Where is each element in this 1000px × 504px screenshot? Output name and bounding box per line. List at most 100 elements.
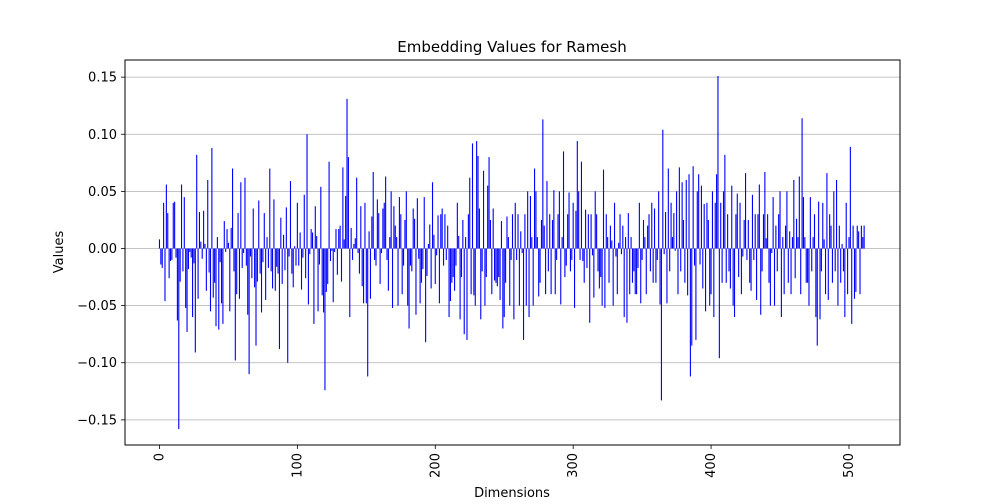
bar <box>638 202 640 249</box>
bar <box>298 248 300 266</box>
y-tick-label: 0.10 <box>88 128 117 143</box>
bar <box>527 191 529 249</box>
bar <box>316 235 318 249</box>
bar <box>438 248 440 304</box>
bar <box>367 248 369 377</box>
bar <box>380 248 383 254</box>
bar <box>658 191 660 249</box>
bar <box>383 202 385 249</box>
bar <box>168 248 170 279</box>
bar <box>556 248 558 260</box>
bar <box>761 248 763 272</box>
bar <box>237 213 239 249</box>
bar <box>538 248 540 297</box>
bar <box>771 248 773 254</box>
bar <box>590 214 592 249</box>
bar <box>594 191 596 249</box>
bar <box>283 234 285 249</box>
bar <box>300 248 303 290</box>
bar <box>836 179 838 249</box>
bar <box>670 202 672 249</box>
bar <box>637 248 639 268</box>
bar <box>292 248 294 288</box>
bar <box>780 248 782 318</box>
bar <box>476 141 478 249</box>
bar <box>197 248 199 299</box>
bar <box>375 248 377 266</box>
bar <box>463 248 465 335</box>
bar <box>819 248 821 320</box>
bar <box>340 248 343 282</box>
bar <box>459 248 461 320</box>
x-tick-label: 500 <box>842 453 857 478</box>
bar <box>158 239 161 249</box>
bar <box>397 248 399 306</box>
bar <box>762 214 765 249</box>
bar <box>203 210 205 249</box>
bar <box>303 194 305 249</box>
bar <box>542 119 544 249</box>
bar <box>589 248 591 323</box>
bar <box>720 202 722 249</box>
bar <box>756 248 758 300</box>
bar <box>568 192 570 249</box>
bar <box>480 248 482 320</box>
bar <box>274 248 276 291</box>
bar <box>445 248 447 260</box>
bar <box>412 208 414 249</box>
bar <box>287 248 289 363</box>
bar <box>245 248 247 266</box>
bar <box>356 177 358 249</box>
bar <box>536 237 538 249</box>
bar <box>219 248 221 263</box>
bar <box>277 248 279 274</box>
bar <box>256 248 258 282</box>
bar <box>289 181 292 249</box>
bar <box>579 248 581 260</box>
bar <box>769 248 771 306</box>
bar <box>336 248 338 275</box>
bar <box>754 214 756 249</box>
bar <box>222 248 224 324</box>
bar <box>408 248 410 329</box>
bar <box>411 248 413 272</box>
bar <box>193 248 195 264</box>
bar <box>314 206 316 249</box>
bar <box>709 248 711 306</box>
bar <box>692 166 694 249</box>
bar <box>390 191 392 249</box>
bar <box>167 213 169 249</box>
bar <box>820 248 822 272</box>
bar <box>474 248 476 306</box>
bar <box>784 225 787 249</box>
bar <box>182 248 184 272</box>
bar <box>623 248 625 318</box>
bar <box>798 176 800 249</box>
bar <box>587 214 589 249</box>
bar <box>496 248 498 287</box>
bar <box>739 202 741 249</box>
bar <box>320 186 322 249</box>
bar <box>522 248 525 340</box>
bar <box>745 173 747 249</box>
bar <box>685 179 687 249</box>
bar <box>666 248 668 304</box>
bar <box>178 248 180 429</box>
bar <box>520 231 522 249</box>
bar <box>427 243 429 249</box>
bar <box>482 170 485 249</box>
bar <box>855 248 857 292</box>
bar <box>576 141 578 249</box>
bar <box>550 248 552 295</box>
bar <box>775 225 777 249</box>
bar <box>620 248 622 255</box>
bar <box>615 248 617 257</box>
bar <box>681 182 683 249</box>
bar <box>498 248 500 278</box>
bar <box>782 237 784 249</box>
bar <box>478 208 480 249</box>
bar <box>648 214 650 249</box>
bar <box>518 248 520 306</box>
bar <box>285 207 287 249</box>
bar <box>385 176 387 249</box>
